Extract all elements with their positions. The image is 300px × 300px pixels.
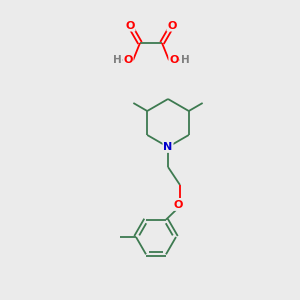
Text: H: H <box>181 55 189 65</box>
Text: O: O <box>123 55 133 65</box>
Text: N: N <box>164 142 172 152</box>
Text: O: O <box>125 21 135 31</box>
Text: O: O <box>173 200 183 210</box>
Text: O: O <box>169 55 179 65</box>
Text: H: H <box>112 55 122 65</box>
Text: O: O <box>167 21 177 31</box>
